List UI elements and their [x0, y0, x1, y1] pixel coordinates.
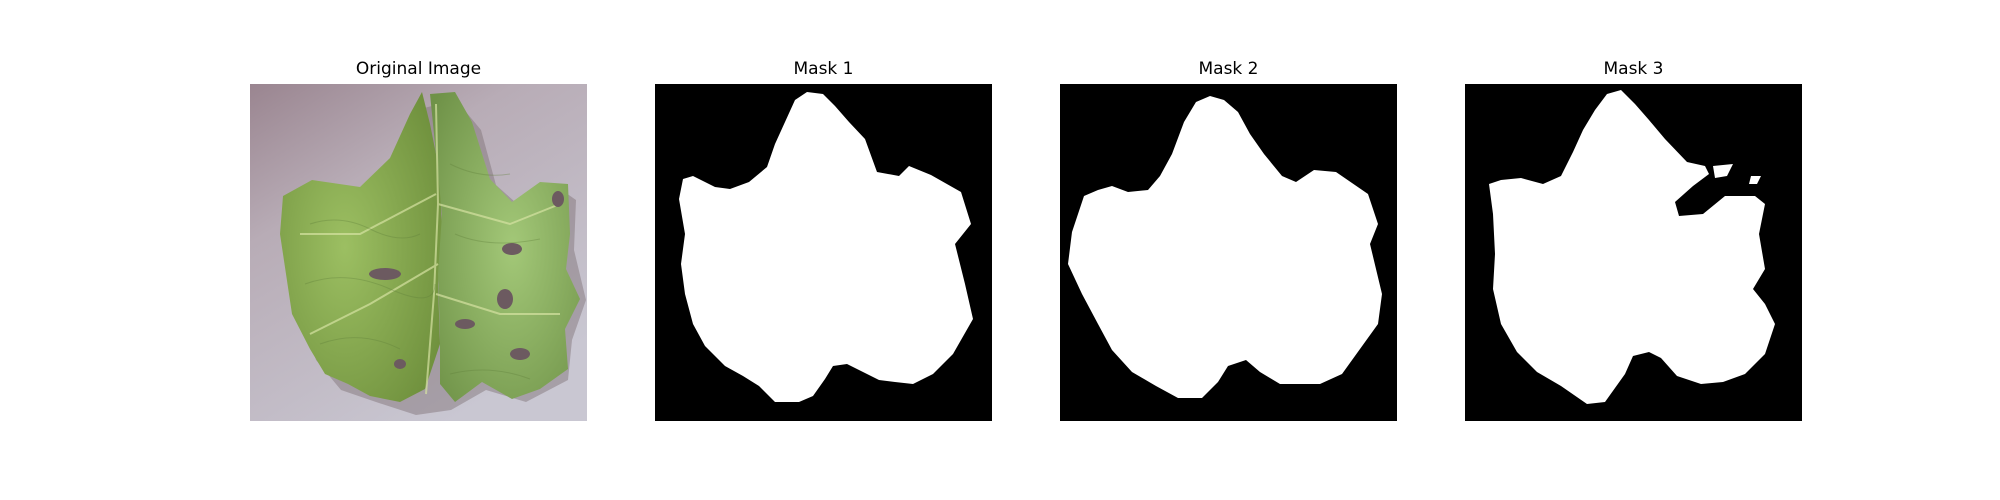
mask-2-image: [1060, 84, 1397, 421]
original-leaf-photo: [250, 84, 587, 421]
panel-title: Original Image: [355, 59, 482, 79]
mask-1-image: [655, 84, 992, 421]
panel-title: Mask 2: [1198, 59, 1259, 79]
panel-title: Mask 3: [1603, 59, 1664, 79]
panel-title: Mask 1: [793, 59, 854, 79]
mask-3-image: [1465, 84, 1802, 421]
